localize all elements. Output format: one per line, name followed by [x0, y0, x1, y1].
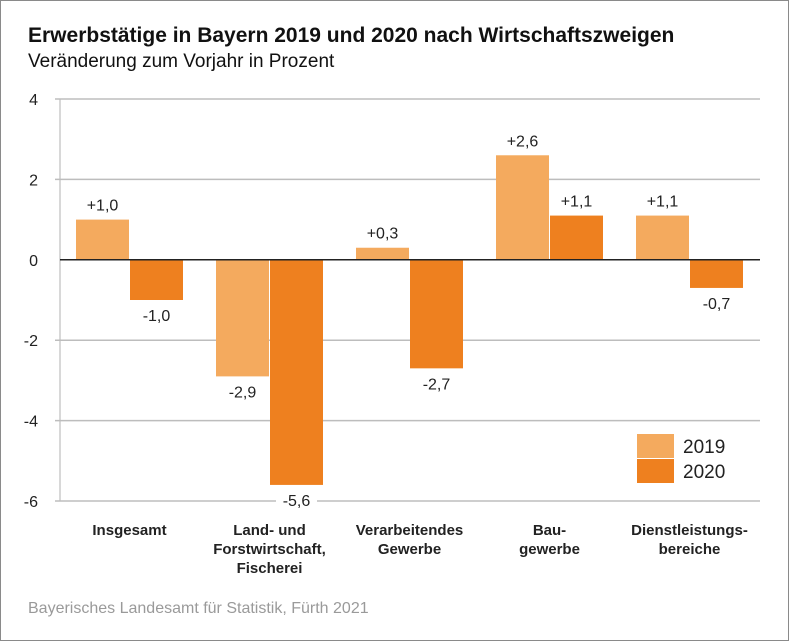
data-label: -5,6	[283, 493, 311, 510]
x-category-label: gewerbe	[519, 541, 580, 558]
legend-swatch-2019	[637, 434, 674, 458]
x-category-label: Insgesamt	[92, 522, 166, 539]
data-label: +1,1	[647, 194, 679, 211]
x-category-label: bereiche	[659, 541, 721, 558]
data-label: +1,0	[87, 198, 119, 215]
x-category-label: Land- und	[233, 522, 305, 539]
bar-2020	[410, 259, 463, 369]
legend-swatch-2020	[637, 459, 674, 483]
x-category-label: Dienstleistungs-	[631, 522, 748, 539]
y-tick-label: 2	[29, 172, 38, 189]
bar-2019	[356, 247, 409, 260]
legend-label: 2020	[683, 462, 725, 483]
x-category-label: Forstwirtschaft,	[213, 541, 326, 558]
bar-2020	[130, 259, 183, 300]
data-label: +2,6	[507, 133, 539, 150]
data-label: -0,7	[703, 296, 731, 313]
x-category-label: Gewerbe	[378, 541, 441, 558]
bar-2019	[496, 155, 549, 260]
bar-2020	[690, 259, 743, 288]
data-label: -2,7	[423, 376, 451, 393]
y-tick-label: -6	[24, 494, 38, 511]
data-label: -2,9	[229, 384, 257, 401]
chart-source: Bayerisches Landesamt für Statistik, Für…	[28, 600, 369, 617]
chart-subtitle: Veränderung zum Vorjahr in Prozent	[28, 51, 335, 72]
bar-2020	[270, 259, 323, 485]
data-label-bg	[276, 495, 317, 507]
x-category-label: Verarbeitendes	[356, 522, 464, 539]
y-tick-label: -4	[24, 414, 38, 431]
data-label: -1,0	[143, 308, 171, 325]
bar-2020	[550, 215, 603, 260]
legend-label: 2019	[683, 437, 725, 458]
bar-2019	[76, 219, 129, 260]
bar-2019	[216, 259, 269, 377]
x-category-label: Bau-	[533, 522, 566, 539]
y-tick-label: 0	[29, 253, 38, 270]
bar-2019	[636, 215, 689, 260]
chart-title: Erwerbstätige in Bayern 2019 und 2020 na…	[28, 24, 675, 47]
data-label: +1,1	[561, 194, 593, 211]
x-category-label: Fischerei	[237, 560, 303, 577]
y-tick-label: -2	[24, 333, 38, 350]
y-tick-label: 4	[29, 92, 38, 109]
data-label: +0,3	[367, 226, 399, 243]
